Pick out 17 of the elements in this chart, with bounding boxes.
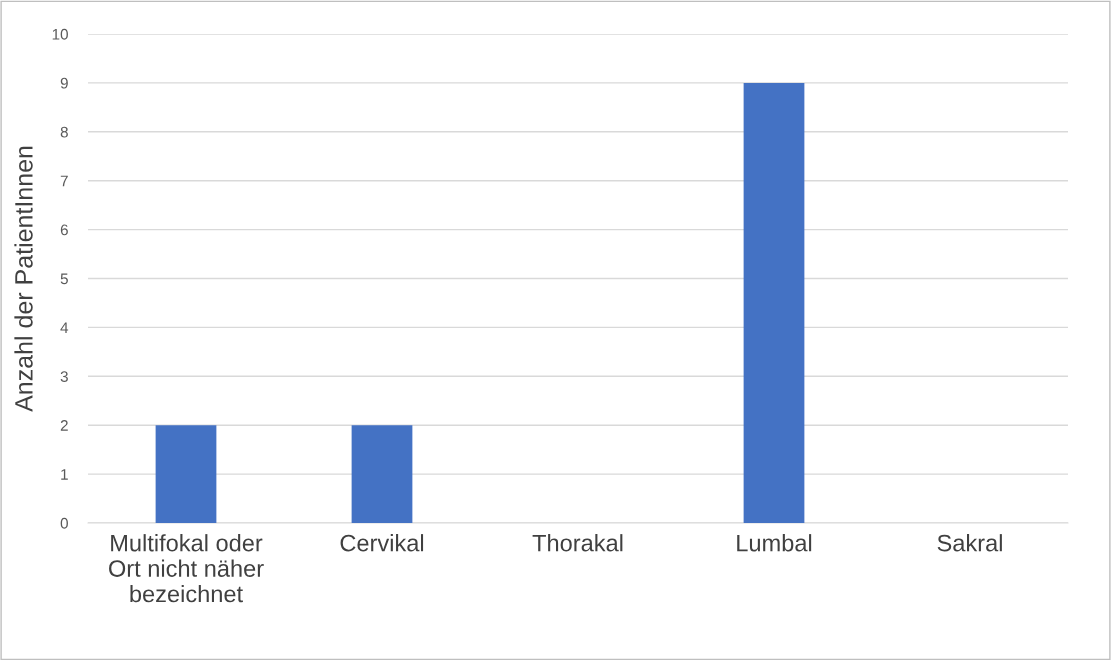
y-tick-label: 8 — [60, 126, 68, 138]
y-tick-label: 4 — [60, 322, 69, 333]
y-tick-label: 10 — [52, 28, 68, 40]
y-tick-label: 0 — [60, 517, 68, 529]
x-tick-label: Thorakal — [532, 534, 623, 552]
y-tick-label: 9 — [60, 77, 68, 89]
y-axis-title: Anzahl der PatientInnen — [14, 146, 33, 412]
y-tick-label: 1 — [61, 469, 68, 480]
y-tick-label: 5 — [60, 273, 68, 285]
y-tick-label: 3 — [60, 371, 68, 382]
y-tick-label: 7 — [60, 175, 68, 187]
x-tick-label: Cervikal — [340, 534, 424, 552]
y-tick-label: 2 — [60, 420, 68, 431]
x-tick-label: Multifokal oder Ort nicht näher bezeichnet — [109, 534, 264, 603]
x-tick-label: Sakral — [937, 534, 1002, 552]
x-tick-label: Lumbal — [737, 534, 812, 552]
y-tick-label: 6 — [60, 224, 68, 236]
